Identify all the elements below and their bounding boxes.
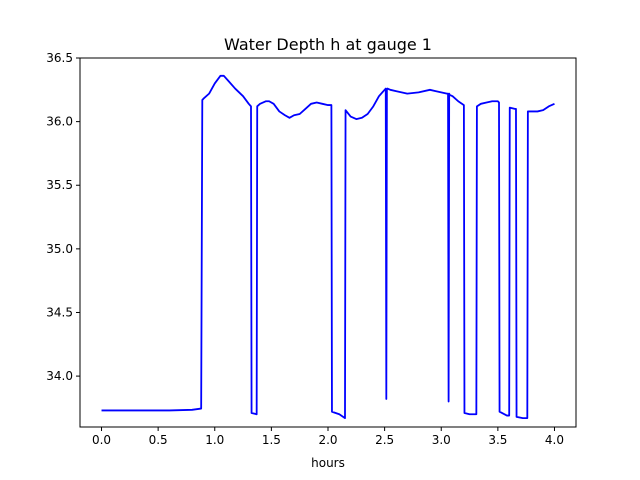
series-line-1	[101, 74, 555, 419]
x-tick-label: 1.5	[262, 433, 281, 447]
x-axis-label: hours	[311, 456, 345, 470]
y-tick-label: 34.0	[46, 369, 73, 383]
y-tick-label: 36.0	[46, 115, 73, 129]
x-tick-label: 0.0	[92, 433, 111, 447]
x-tick-label: 0.5	[149, 433, 168, 447]
x-tick-label: 3.0	[432, 433, 451, 447]
x-tick-label: 1.0	[205, 433, 224, 447]
chart-title: Water Depth h at gauge 1	[224, 35, 432, 54]
y-tick-label: 35.5	[46, 178, 73, 192]
y-tick-label: 36.5	[46, 51, 73, 65]
y-tick-label: 35.0	[46, 242, 73, 256]
y-tick-label: 34.5	[46, 305, 73, 319]
x-tick-label: 3.5	[488, 433, 507, 447]
x-tick-label: 2.5	[375, 433, 394, 447]
x-tick-label: 4.0	[545, 433, 564, 447]
plot-area: 0.0 0.5 1.0 1.5 2.0 2.5 3.0 3.5 4.0 34.0 34.5 35.0 3…	[46, 51, 577, 447]
x-tick-label: 2.0	[318, 433, 337, 447]
